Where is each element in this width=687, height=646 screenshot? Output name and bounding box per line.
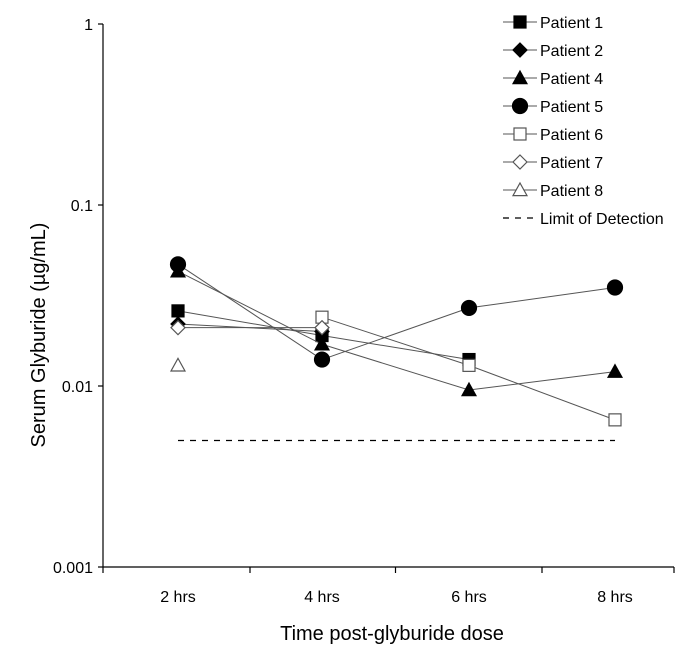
legend-label: Patient 4	[540, 71, 603, 88]
y-tick-label: 0.001	[53, 560, 93, 577]
legend-label: Limit of Detection	[540, 211, 664, 228]
legend-label: Patient 6	[540, 127, 603, 144]
legend-marker	[511, 181, 529, 197]
legend: Patient 1 Patient 2 Patient 4 Patient 5 Pati…	[503, 15, 664, 228]
series-line	[177, 270, 616, 391]
y-axis-title: Serum Glyburide (µg/mL)	[28, 223, 50, 448]
legend-label: Patient 1	[540, 15, 603, 32]
data-point	[462, 358, 476, 372]
series-patient-7	[170, 319, 330, 336]
data-point	[169, 256, 187, 273]
data-point	[169, 357, 187, 372]
x-tick-label: 2 hrs	[160, 589, 196, 606]
y-tick-label: 0.01	[62, 379, 93, 396]
legend-marker	[511, 97, 529, 115]
data-point	[171, 304, 185, 318]
legend-label: Patient 2	[540, 43, 603, 60]
x-axis-title: Time post-glyburide dose	[280, 623, 504, 645]
data-point	[606, 279, 624, 296]
x-tick-label: 8 hrs	[597, 589, 633, 606]
data-point	[460, 381, 478, 397]
legend-marker	[512, 154, 528, 170]
legend-marker	[511, 69, 529, 85]
y-tick-label: 1	[84, 17, 93, 34]
legend-label: Patient 7	[540, 155, 603, 172]
legend-marker	[512, 42, 528, 58]
data-point	[314, 319, 330, 336]
series-patient-5	[169, 256, 624, 368]
data-point	[608, 413, 622, 427]
data-point	[606, 363, 624, 378]
data-point	[313, 351, 331, 368]
data-point	[313, 336, 331, 351]
legend-marker	[513, 15, 527, 29]
x-tick-label: 4 hrs	[304, 589, 340, 606]
series-line	[177, 263, 616, 361]
series-patient-4	[169, 263, 624, 397]
series-patient-6	[315, 310, 622, 427]
data-point	[170, 319, 186, 336]
x-tick-label: 6 hrs	[451, 589, 487, 606]
y-tick-label: 0.1	[71, 198, 93, 215]
legend-marker	[513, 127, 527, 141]
legend-label: Patient 5	[540, 99, 603, 116]
data-point	[460, 299, 478, 317]
axes: 1 0.1 0.01 0.001 2 hrs 4 hrs 6 hrs 8 hrs	[53, 17, 675, 606]
series-layer	[169, 256, 624, 427]
legend-label: Patient 8	[540, 183, 603, 200]
series-patient-8	[169, 357, 187, 372]
